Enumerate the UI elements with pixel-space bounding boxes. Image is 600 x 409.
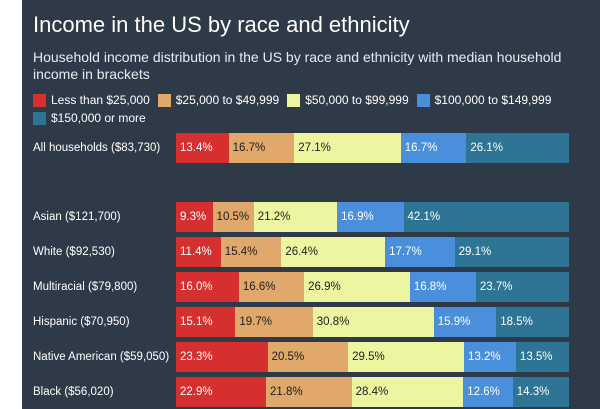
bar-segment: 13.4% (176, 133, 229, 163)
bar-segment: 23.7% (475, 272, 569, 302)
bar-segment: 21.8% (265, 377, 352, 407)
bar-segment: 15.4% (220, 237, 282, 267)
bar-segment: 15.9% (433, 307, 497, 337)
bar-segment: 13.2% (464, 342, 516, 372)
bar-segment: 16.6% (238, 272, 305, 302)
row-label: Native American ($59,050) (33, 351, 170, 363)
legend-label: $25,000 to $49,999 (175, 93, 280, 107)
legend-swatch (33, 111, 46, 125)
bar-segment: 16.8% (409, 272, 476, 302)
bar-segment: 12.6% (463, 377, 513, 407)
stacked-bar: 23.3% 20.5% 29.5% 13.2% 13.5% (176, 342, 569, 372)
bar-segment: 23.3% (176, 342, 268, 372)
stacked-bar: 22.9% 21.8% 28.4% 12.6% 14.3% (176, 377, 569, 407)
row-label: All households ($83,730) (33, 142, 161, 154)
legend-swatch (287, 93, 301, 107)
bar-segment: 9.3% (176, 202, 213, 232)
stacked-bar: 15.1% 19.7% 30.8% 15.9% 18.5% (176, 307, 569, 337)
bar-segment: 16.7% (228, 133, 295, 163)
bar-segment: 10.5% (212, 202, 254, 232)
legend-label: $50,000 to $99,999 (305, 93, 409, 107)
legend-swatch (33, 93, 46, 107)
stacked-bar: 16.0% 16.6% 26.9% 16.8% 23.7% (176, 272, 569, 302)
legend-item: $150,000 or more (33, 111, 146, 125)
bar-segment: 22.9% (176, 377, 266, 407)
bar-segment: 29.1% (454, 237, 569, 267)
legend: Less than $25,000 $25,000 to $49,999 $50,0… (33, 91, 593, 127)
legend-item: $100,000 to $149,999 (416, 93, 552, 107)
legend-label: $150,000 or more (51, 111, 146, 125)
bar-segment: 29.5% (348, 342, 465, 372)
bar-segment: 15.1% (176, 307, 236, 337)
bar-segment: 18.5% (496, 307, 569, 337)
bar-segment: 30.8% (312, 307, 434, 337)
bar-segment: 26.9% (304, 272, 410, 302)
bar-segment: 21.2% (253, 202, 338, 232)
bar-segment: 20.5% (267, 342, 349, 372)
chart-title: Income in the US by race and ethnicity (33, 12, 410, 37)
stacked-bar: 9.3% 10.5% 21.2% 16.9% 42.1% (176, 202, 569, 232)
bar-segment: 27.1% (294, 133, 401, 163)
bar-segment: 16.9% (337, 202, 404, 232)
bar-segment: 13.5% (515, 342, 569, 372)
legend-item: Less than $25,000 (33, 93, 150, 107)
chart-subtitle: Household income distribution in the US … (33, 49, 562, 82)
row-label: White ($92,530) (33, 246, 115, 258)
bar-segment: 26.1% (466, 133, 569, 163)
bar-segment: 28.4% (351, 377, 464, 407)
bar-segment: 26.4% (281, 237, 386, 267)
bar-segment: 11.4% (176, 237, 221, 267)
stacked-bar: 11.4% 15.4% 26.4% 17.7% 29.1% (176, 237, 569, 267)
legend-label: Less than $25,000 (51, 93, 150, 107)
bar-segment: 16.7% (400, 133, 467, 163)
bar-segment: 16.0% (176, 272, 239, 302)
row-label: Asian ($121,700) (33, 211, 121, 223)
row-label: Black ($56,020) (33, 386, 114, 398)
row-label: Hispanic ($70,950) (33, 316, 130, 328)
bar-segment: 17.7% (385, 237, 455, 267)
legend-item: $25,000 to $49,999 (157, 93, 280, 107)
bar-segment: 42.1% (403, 202, 569, 232)
bar-segment: 19.7% (235, 307, 313, 337)
legend-swatch (157, 93, 171, 107)
legend-item: $50,000 to $99,999 (287, 93, 409, 107)
row-label: Multiracial ($79,800) (33, 281, 138, 293)
bar-segment: 14.3% (512, 377, 569, 407)
stacked-bar: 13.4% 16.7% 27.1% 16.7% 26.1% (176, 133, 569, 163)
legend-swatch (416, 93, 430, 107)
chart-panel: Income in the US by race and ethnicity H… (22, 0, 600, 409)
legend-label: $100,000 to $149,999 (434, 93, 552, 107)
